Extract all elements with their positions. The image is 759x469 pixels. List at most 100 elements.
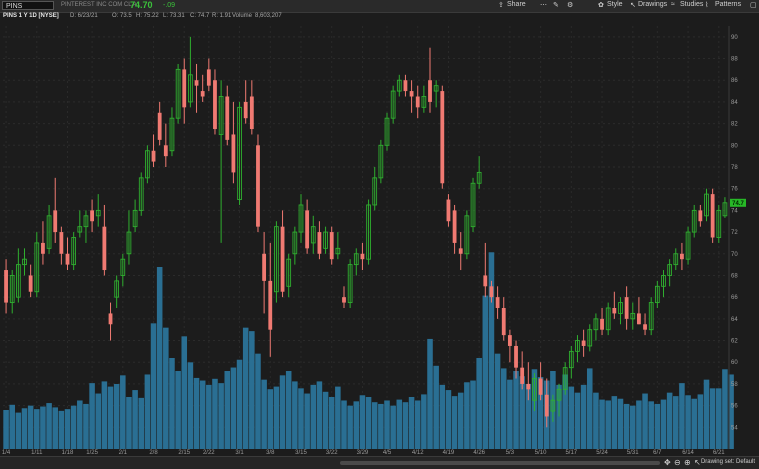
candle — [77, 210, 83, 238]
volume-bar — [623, 403, 630, 449]
candle-body — [151, 150, 156, 162]
candle — [268, 242, 273, 357]
candle — [654, 280, 660, 308]
candle-body — [680, 253, 684, 260]
volume-bar — [660, 399, 667, 449]
volume-bar — [611, 396, 618, 449]
candle-body — [409, 91, 414, 97]
candle — [323, 226, 328, 254]
x-tick-label: 1/4 — [2, 450, 11, 456]
quick-menu-icon[interactable]: ⋯ — [540, 2, 547, 9]
patterns-icon[interactable]: ⌇ — [705, 2, 709, 9]
collapse-icon[interactable]: ▢ — [750, 2, 757, 9]
volume-bar — [390, 405, 396, 449]
candle-body — [256, 145, 260, 227]
candle — [433, 80, 439, 108]
candle — [673, 248, 679, 271]
candle — [138, 172, 144, 216]
candle-body — [59, 232, 64, 254]
patterns-button[interactable]: Patterns — [715, 1, 742, 8]
share-button[interactable]: Share — [507, 1, 526, 8]
volume-bar — [359, 395, 366, 449]
y-tick-label: 86 — [731, 78, 738, 84]
volume-bar — [507, 379, 513, 449]
candle — [526, 362, 531, 401]
candle-body — [77, 226, 83, 233]
candle-body — [532, 378, 537, 401]
studies-icon[interactable]: ≈ — [671, 1, 675, 8]
volume-bar — [175, 371, 181, 449]
candle-body — [514, 345, 518, 368]
candle-body — [46, 215, 52, 249]
candle — [237, 101, 242, 205]
candle — [360, 242, 365, 271]
pan-icon[interactable]: ✥ — [664, 458, 671, 467]
candle — [206, 58, 211, 92]
volume-bar — [371, 402, 378, 449]
volume-bar — [298, 388, 304, 449]
candle-body — [145, 150, 150, 179]
volume-bar — [593, 392, 599, 449]
symbol-input[interactable]: PINS — [2, 1, 54, 10]
y-tick-label: 82 — [731, 122, 738, 128]
candle — [624, 286, 629, 330]
volume-bar — [261, 379, 267, 449]
x-tick-label: 4/26 — [473, 450, 485, 456]
volume-bar — [83, 403, 89, 449]
candle — [403, 74, 408, 97]
candle-body — [489, 286, 494, 298]
drawings-button[interactable]: Drawings — [638, 1, 668, 8]
share-icon[interactable]: ⇪ — [498, 2, 504, 9]
candle — [618, 297, 623, 325]
candle — [605, 302, 611, 336]
candle-body — [593, 318, 599, 331]
volume-bar — [132, 390, 138, 449]
candle-body — [507, 335, 512, 346]
volume-bar — [599, 399, 605, 449]
volume-bar — [52, 407, 58, 449]
x-tick-label: 6/7 — [653, 450, 662, 456]
candle-body — [446, 199, 451, 222]
time-scrollbar[interactable] — [340, 461, 660, 465]
last-price: 74.70 — [130, 0, 153, 10]
settings-icon[interactable]: ⚙ — [567, 2, 574, 9]
candle-body — [501, 308, 506, 336]
zoom-in-icon[interactable]: ⊕ — [684, 458, 691, 467]
candle — [600, 308, 604, 336]
candle — [126, 210, 132, 265]
volume-bar — [341, 400, 347, 449]
candle — [495, 286, 500, 319]
candle-body — [317, 232, 322, 254]
candle — [256, 134, 260, 233]
edit-icon[interactable]: ✎ — [553, 2, 559, 9]
candle-body — [28, 275, 33, 292]
volume-bar — [451, 396, 458, 449]
candle-body — [298, 204, 304, 233]
candle-body — [587, 329, 593, 347]
volume-bar — [494, 353, 501, 449]
volume-bar — [709, 388, 716, 449]
candle-body — [53, 210, 58, 233]
candle-body — [237, 106, 242, 200]
candle-body — [568, 350, 574, 369]
volume-bar — [685, 395, 691, 449]
candle — [667, 259, 672, 287]
candle-body — [433, 85, 439, 92]
candle-body — [605, 307, 611, 331]
zoom-out-icon[interactable]: ⊖ — [674, 458, 681, 467]
y-tick-label: 70 — [731, 252, 738, 258]
volume-bar — [249, 331, 255, 449]
candle-body — [544, 394, 549, 417]
drawings-icon[interactable]: ↖ — [630, 2, 636, 9]
style-icon[interactable]: ✿ — [598, 2, 604, 9]
cursor-icon[interactable]: ↖ — [694, 458, 701, 467]
volume-bar — [519, 376, 525, 449]
studies-button[interactable]: Studies — [680, 1, 704, 8]
volume-bar — [163, 327, 169, 449]
volume-bar — [691, 398, 697, 449]
y-tick-label: 58 — [731, 382, 738, 388]
volume-bar — [138, 397, 145, 449]
candle-body — [280, 226, 285, 292]
style-button[interactable]: Style — [607, 1, 623, 8]
